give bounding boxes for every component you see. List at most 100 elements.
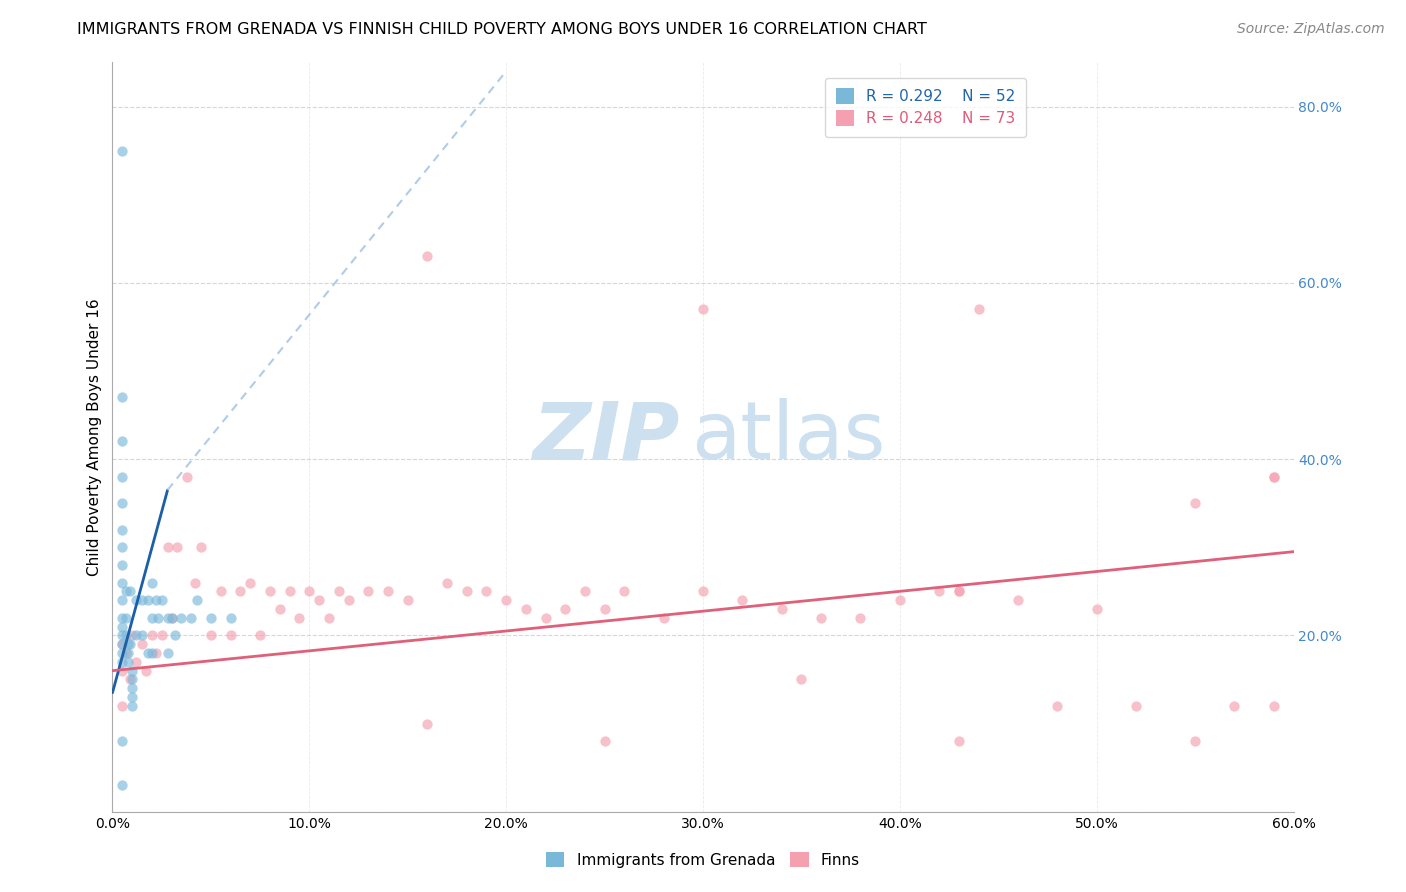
Point <box>180 611 202 625</box>
Text: Source: ZipAtlas.com: Source: ZipAtlas.com <box>1237 22 1385 37</box>
Point <box>1263 698 1285 713</box>
Point <box>948 734 970 748</box>
Point <box>125 593 148 607</box>
Point <box>849 611 872 625</box>
Point <box>156 611 179 625</box>
Point <box>613 584 636 599</box>
Point <box>141 575 163 590</box>
Point <box>328 584 350 599</box>
Point <box>150 593 173 607</box>
Point <box>131 593 153 607</box>
Point <box>967 302 990 317</box>
Point <box>416 249 439 263</box>
Text: IMMIGRANTS FROM GRENADA VS FINNISH CHILD POVERTY AMONG BOYS UNDER 16 CORRELATION: IMMIGRANTS FROM GRENADA VS FINNISH CHILD… <box>77 22 927 37</box>
Point <box>121 690 143 705</box>
Point <box>184 575 207 590</box>
Point <box>200 628 222 642</box>
Point <box>111 496 134 510</box>
Point <box>111 575 134 590</box>
Point <box>948 584 970 599</box>
Y-axis label: Child Poverty Among Boys Under 16: Child Poverty Among Boys Under 16 <box>87 298 103 576</box>
Point <box>278 584 301 599</box>
Text: atlas: atlas <box>692 398 886 476</box>
Point <box>574 584 596 599</box>
Point <box>131 637 153 651</box>
Point <box>554 602 576 616</box>
Point <box>111 469 134 483</box>
Point <box>120 584 142 599</box>
Point <box>111 523 134 537</box>
Point <box>141 646 163 660</box>
Point <box>357 584 380 599</box>
Point <box>652 611 675 625</box>
Point <box>131 628 153 642</box>
Point <box>495 593 517 607</box>
Point <box>111 698 134 713</box>
Point <box>515 602 537 616</box>
Point <box>889 593 911 607</box>
Point <box>1046 698 1069 713</box>
Point <box>298 584 321 599</box>
Point <box>111 593 134 607</box>
Point <box>111 637 134 651</box>
Point <box>121 673 143 687</box>
Point <box>160 611 183 625</box>
Point <box>249 628 271 642</box>
Point <box>396 593 419 607</box>
Point <box>790 673 813 687</box>
Point <box>141 611 163 625</box>
Point <box>456 584 478 599</box>
Point <box>288 611 311 625</box>
Point <box>136 593 159 607</box>
Point <box>111 558 134 572</box>
Point <box>731 593 754 607</box>
Point <box>111 144 134 158</box>
Point <box>928 584 950 599</box>
Point <box>117 637 139 651</box>
Point <box>121 698 143 713</box>
Point <box>120 673 142 687</box>
Point <box>1085 602 1108 616</box>
Point <box>111 541 134 555</box>
Point <box>200 611 222 625</box>
Point <box>166 541 188 555</box>
Point <box>115 646 138 660</box>
Point <box>121 664 143 678</box>
Point <box>165 628 187 642</box>
Point <box>135 664 157 678</box>
Point <box>111 734 134 748</box>
Point <box>1125 698 1147 713</box>
Point <box>156 541 179 555</box>
Point <box>948 584 970 599</box>
Point <box>1223 698 1246 713</box>
Legend: R = 0.292    N = 52, R = 0.248    N = 73: R = 0.292 N = 52, R = 0.248 N = 73 <box>825 78 1026 137</box>
Point <box>209 584 232 599</box>
Point <box>229 584 252 599</box>
Point <box>219 611 242 625</box>
Point <box>475 584 498 599</box>
Point <box>156 646 179 660</box>
Point <box>141 628 163 642</box>
Point <box>692 584 714 599</box>
Point <box>111 655 134 669</box>
Point <box>436 575 458 590</box>
Point <box>692 302 714 317</box>
Point <box>190 541 212 555</box>
Point <box>377 584 399 599</box>
Point <box>150 628 173 642</box>
Point <box>318 611 340 625</box>
Point <box>111 646 134 660</box>
Point <box>115 628 138 642</box>
Point <box>146 611 169 625</box>
Point <box>115 611 138 625</box>
Point <box>125 655 148 669</box>
Point <box>115 584 138 599</box>
Point <box>125 628 148 642</box>
Point <box>111 391 134 405</box>
Point <box>1184 734 1206 748</box>
Point <box>121 681 143 696</box>
Point <box>593 734 616 748</box>
Point <box>121 628 143 642</box>
Point <box>120 637 142 651</box>
Point <box>810 611 832 625</box>
